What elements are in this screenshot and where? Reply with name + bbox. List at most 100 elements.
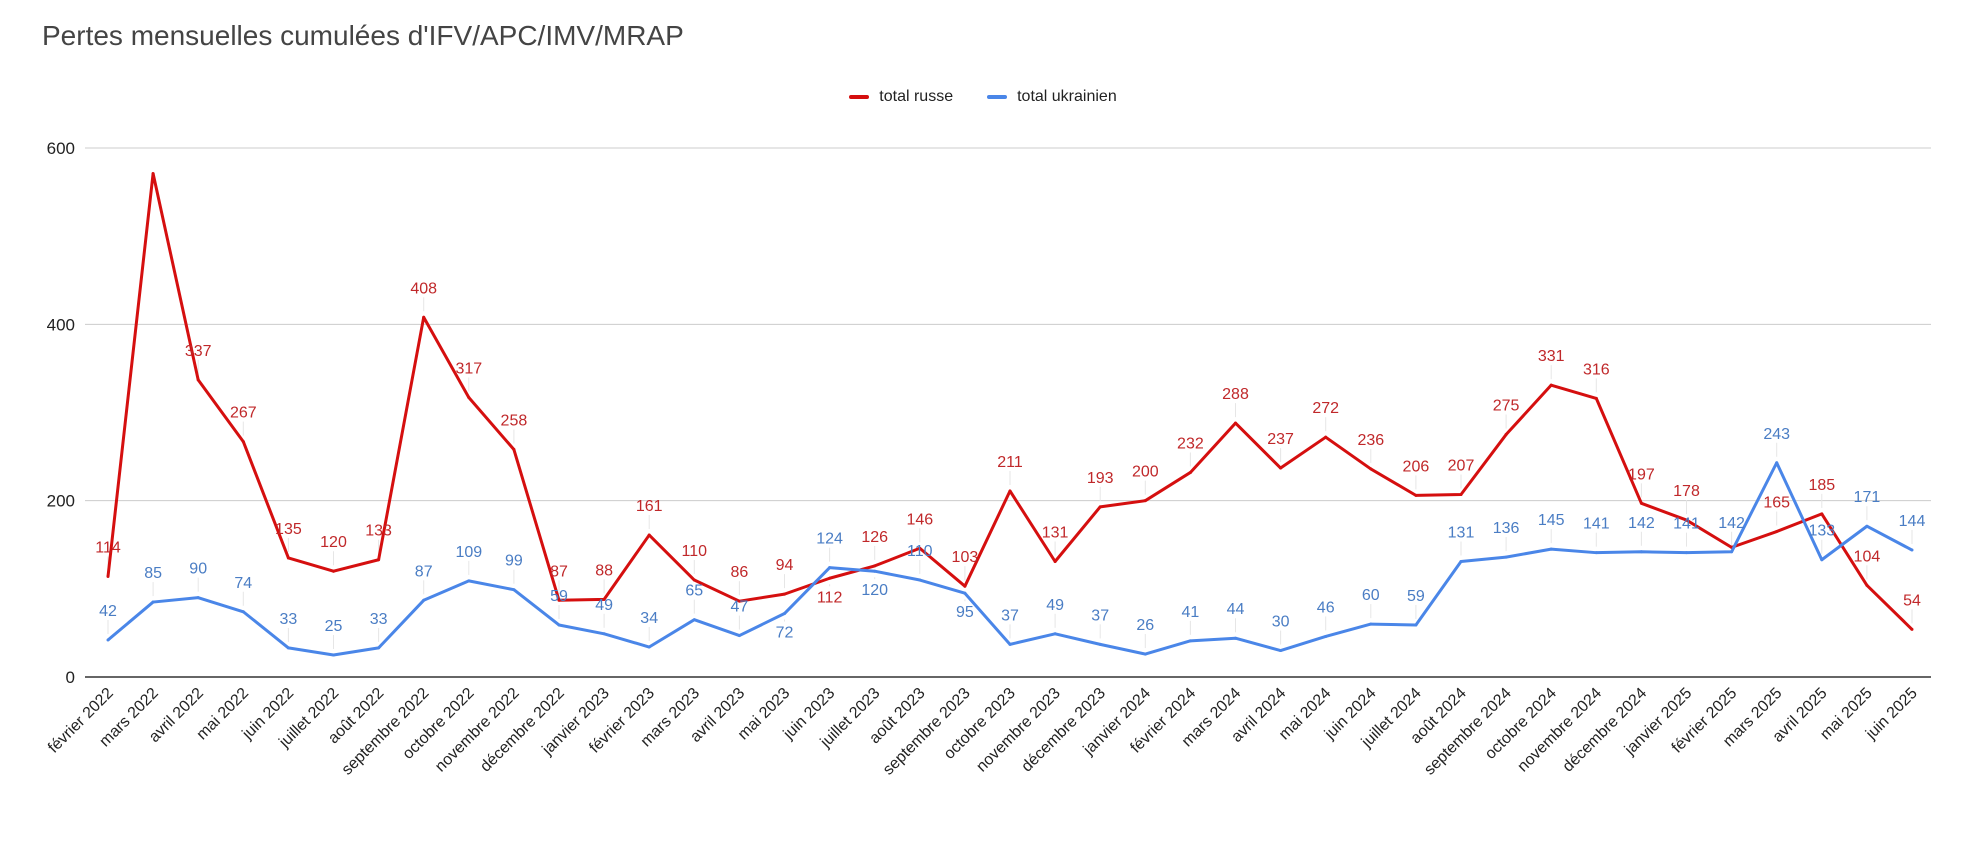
- data-point: [1730, 550, 1734, 554]
- y-tick-label: 200: [47, 492, 75, 511]
- data-point: [377, 646, 381, 650]
- data-label: 25: [325, 618, 343, 635]
- data-point: [1008, 489, 1012, 493]
- data-label: 120: [861, 582, 888, 599]
- data-point: [602, 632, 606, 636]
- y-tick-label: 600: [47, 139, 75, 158]
- data-point: [1143, 499, 1147, 503]
- data-label: 99: [505, 553, 523, 570]
- data-label: 46: [1317, 599, 1335, 616]
- legend-label-russe: total russe: [879, 88, 954, 105]
- data-label: 112: [817, 589, 843, 606]
- data-point: [377, 558, 381, 562]
- data-label: 145: [1538, 512, 1565, 529]
- data-label: 133: [1808, 523, 1835, 540]
- data-point: [918, 578, 922, 582]
- data-label: 232: [1177, 435, 1204, 452]
- data-label: 95: [956, 604, 974, 621]
- data-point: [332, 569, 335, 573]
- chart-title: Pertes mensuelles cumulées d'IFV/APC/IMV…: [42, 20, 684, 51]
- legend-swatch-ukrainien: [987, 95, 1008, 99]
- data-label: 37: [1091, 607, 1109, 624]
- data-point: [106, 574, 110, 578]
- data-label: 74: [234, 575, 252, 592]
- data-point: [557, 623, 561, 627]
- data-point: [1820, 512, 1824, 516]
- data-point: [151, 600, 155, 604]
- data-label: 103: [952, 549, 979, 566]
- data-label: 171: [1854, 489, 1881, 506]
- data-point: [467, 579, 471, 583]
- data-point: [106, 638, 110, 642]
- data-point: [828, 566, 832, 570]
- data-label: 37: [1001, 607, 1019, 624]
- legend-item-ukrainien[interactable]: total ukrainien: [987, 88, 1117, 106]
- data-point: [1053, 632, 1057, 636]
- data-label: 87: [550, 563, 568, 580]
- data-label: 72: [776, 625, 794, 642]
- data-point: [1820, 558, 1824, 562]
- data-point: [196, 596, 200, 600]
- data-label: 42: [99, 603, 117, 620]
- data-label: 178: [1673, 483, 1700, 500]
- data-point: [1324, 435, 1328, 439]
- data-point: [692, 618, 696, 622]
- data-label: 114: [95, 539, 121, 556]
- data-point: [828, 576, 832, 580]
- data-label: 197: [1628, 466, 1655, 483]
- legend-item-russe[interactable]: total russe: [849, 88, 953, 106]
- data-point: [1414, 493, 1418, 497]
- data-point: [1414, 623, 1418, 627]
- data-label: 408: [410, 280, 437, 297]
- legend-label-ukrainien: total ukrainien: [1017, 88, 1117, 105]
- data-point: [1188, 639, 1192, 643]
- data-label: 316: [1583, 361, 1610, 378]
- data-point: [737, 599, 741, 603]
- data-point: [963, 584, 967, 588]
- data-label: 237: [1267, 431, 1294, 448]
- data-label: 200: [1132, 464, 1159, 481]
- data-point: [1910, 627, 1914, 631]
- data-label: 275: [1493, 398, 1520, 415]
- data-point: [557, 598, 561, 602]
- data-label: 109: [455, 544, 482, 561]
- data-label: 33: [370, 611, 388, 628]
- data-point: [1324, 634, 1328, 638]
- data-label: 317: [455, 361, 482, 378]
- data-point: [1910, 548, 1914, 552]
- data-point: [1504, 433, 1508, 437]
- data-label: 142: [1718, 515, 1745, 532]
- data-label: 120: [320, 534, 347, 551]
- y-tick-label: 400: [47, 315, 75, 334]
- y-tick-label: 0: [66, 668, 75, 687]
- data-point: [1775, 461, 1779, 465]
- data-label: 33: [280, 611, 298, 628]
- data-label: 59: [550, 588, 568, 605]
- data-label: 267: [230, 405, 257, 422]
- data-point: [1369, 467, 1373, 471]
- data-label: 207: [1448, 457, 1475, 474]
- data-label: 104: [1854, 548, 1881, 565]
- data-label: 60: [1362, 587, 1380, 604]
- data-point: [422, 598, 426, 602]
- data-point: [286, 556, 290, 560]
- data-label: 141: [1673, 516, 1700, 533]
- data-label: 161: [636, 498, 663, 515]
- data-label: 110: [907, 543, 933, 560]
- data-point: [151, 172, 155, 176]
- data-point: [647, 645, 651, 649]
- data-label: 206: [1403, 458, 1430, 475]
- data-label: 49: [595, 597, 613, 614]
- data-point: [512, 588, 516, 592]
- data-label: 337: [185, 343, 212, 360]
- data-point: [783, 592, 786, 596]
- data-label: 26: [1136, 617, 1154, 634]
- data-label: 131: [1042, 525, 1069, 542]
- data-point: [1143, 652, 1147, 656]
- data-label: 65: [685, 583, 703, 600]
- data-label: 142: [1628, 515, 1655, 532]
- legend-swatch-russe: [849, 95, 870, 99]
- data-point: [873, 569, 877, 573]
- data-label: 135: [275, 521, 302, 538]
